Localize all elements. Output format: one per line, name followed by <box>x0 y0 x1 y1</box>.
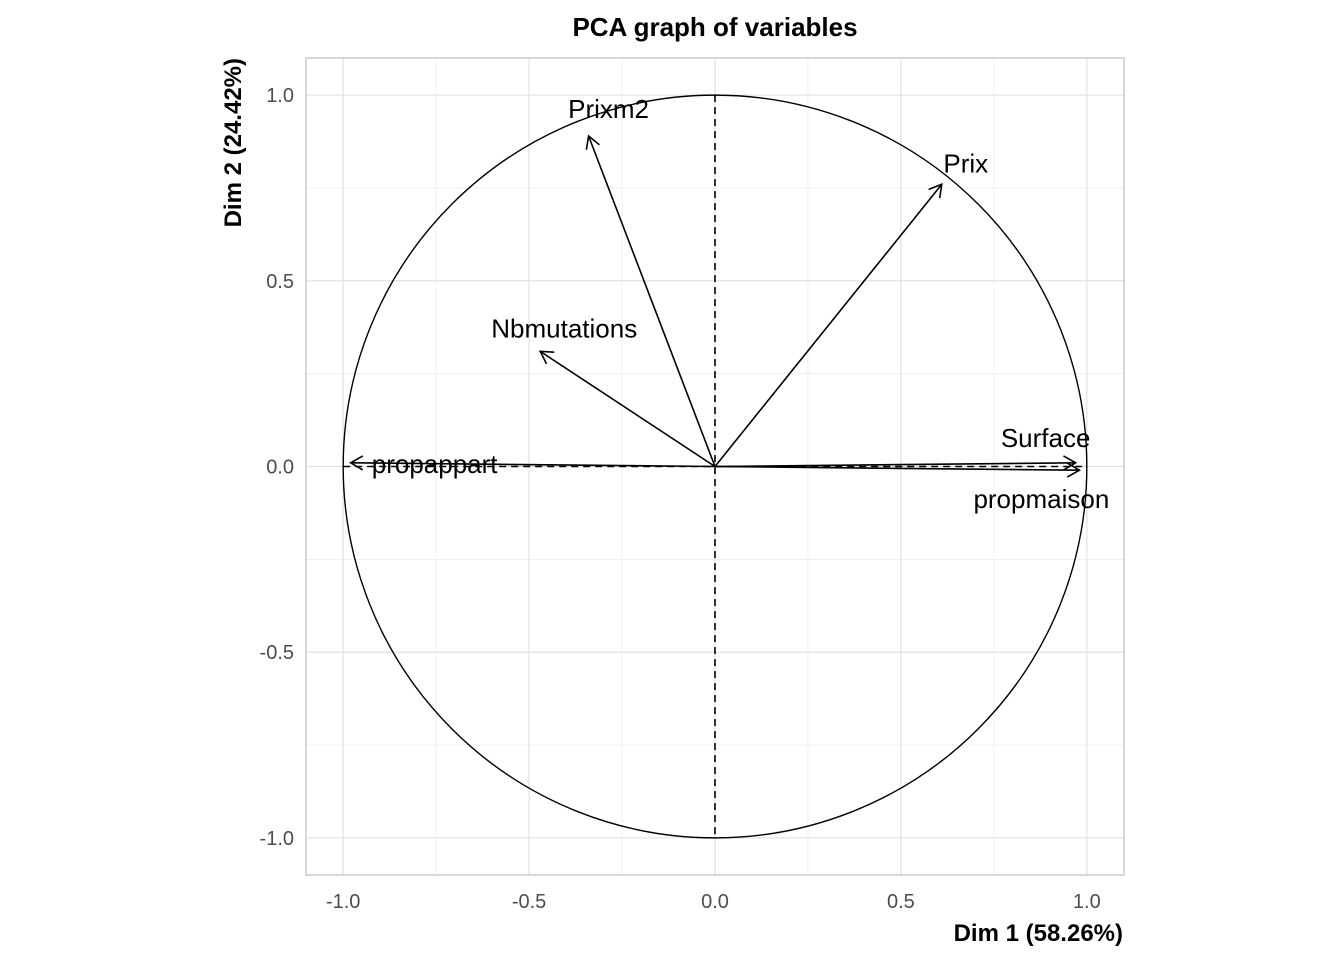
y-tick-label: 0.5 <box>266 271 294 293</box>
panel-border <box>305 57 1125 876</box>
x-tick-label: 0.0 <box>701 891 729 913</box>
arrowhead-prixm2 <box>585 134 600 150</box>
chart-title: PCA graph of variables <box>572 12 857 42</box>
y-tick-label: -0.5 <box>260 642 294 664</box>
variable-arrows <box>349 134 1081 478</box>
x-tick-label: -0.5 <box>512 891 546 913</box>
arrow-propmaison <box>714 465 1080 472</box>
y-axis-title: Dim 2 (24.42%) <box>220 58 247 227</box>
arrowhead-prix <box>928 183 943 199</box>
label-prixm2: Prixm2 <box>568 94 649 124</box>
arrow-prix <box>714 183 943 468</box>
y-tick-label: 0.0 <box>266 457 294 479</box>
label-propmaison: propmaison <box>973 484 1109 514</box>
arrow-prixm2 <box>587 135 716 467</box>
label-propappart: propappart <box>372 449 499 479</box>
arrow-propappart <box>350 461 716 468</box>
x-tick-labels: -1.0 -0.5 0.0 0.5 1.0 <box>326 891 1101 913</box>
arrowhead-propappart <box>349 455 364 471</box>
x-tick-label: -1.0 <box>326 891 360 913</box>
reference-axes <box>343 95 1087 838</box>
arrowhead-propmaison <box>1066 462 1081 478</box>
variable-labels: Prixm2 Prix Nbmutations Surface propmaison pr… <box>372 94 1110 514</box>
x-tick-label: 1.0 <box>1073 891 1101 913</box>
y-tick-label: -1.0 <box>260 828 294 850</box>
label-nbmutations: Nbmutations <box>491 313 637 343</box>
x-tick-label: 0.5 <box>887 891 915 913</box>
arrow-surface <box>714 461 1076 468</box>
y-tick-label: 1.0 <box>266 85 294 107</box>
y-tick-labels: -1.0 -0.5 0.0 0.5 1.0 <box>260 85 294 850</box>
arrowhead-nbmutations <box>538 350 555 365</box>
label-prix: Prix <box>943 148 988 178</box>
arrowhead-surface <box>1063 455 1078 471</box>
x-axis-title: Dim 1 (58.26%) <box>954 920 1123 947</box>
label-surface: Surface <box>1001 423 1091 453</box>
arrow-nbmutations <box>539 350 716 468</box>
unit-circle <box>342 94 1088 839</box>
